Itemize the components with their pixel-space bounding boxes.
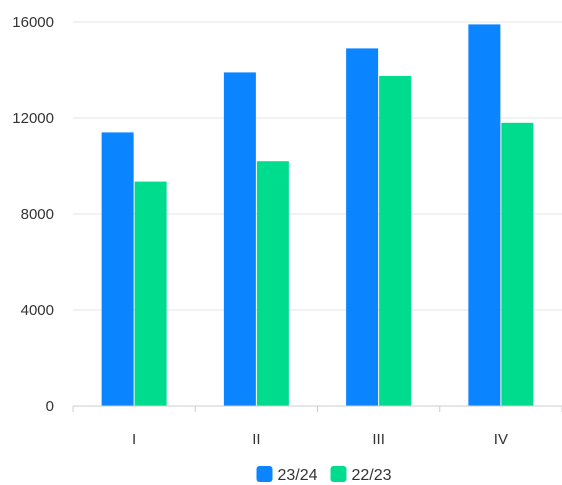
bar-I-22/23 [134,181,167,406]
bar-III-23/24 [346,48,379,407]
legend: 23/24 22/23 [256,466,392,484]
y-tick-label: 12000 [12,110,54,127]
y-tick-label: 8000 [21,206,54,223]
x-tick-label: II [252,431,260,448]
bar-III-22/23 [379,76,412,406]
bar-IV-22/23 [501,122,534,407]
y-tick-label: 16000 [12,14,54,31]
x-tick-label: III [372,431,385,448]
bar-II-23/24 [223,72,256,407]
x-tick-label: IV [494,431,508,448]
legend-swatch [256,466,273,482]
bar-II-22/23 [256,161,289,406]
legend-swatch [330,466,347,482]
legend-item-23/24: 23/24 [256,466,318,484]
x-axis: I II III IV [72,405,562,448]
bar-IV-23/24 [468,24,501,407]
legend-label: 22/23 [352,467,392,484]
bars [101,24,534,407]
y-tick-label: 0 [46,398,54,415]
legend-item-22/23: 22/23 [330,466,392,484]
x-tick-label: I [132,431,136,448]
bar-I-23/24 [101,132,134,406]
y-axis-ticks: 0 4000 8000 12000 16000 [12,14,54,415]
y-tick-label: 4000 [21,302,54,319]
legend-label: 23/24 [278,467,318,484]
